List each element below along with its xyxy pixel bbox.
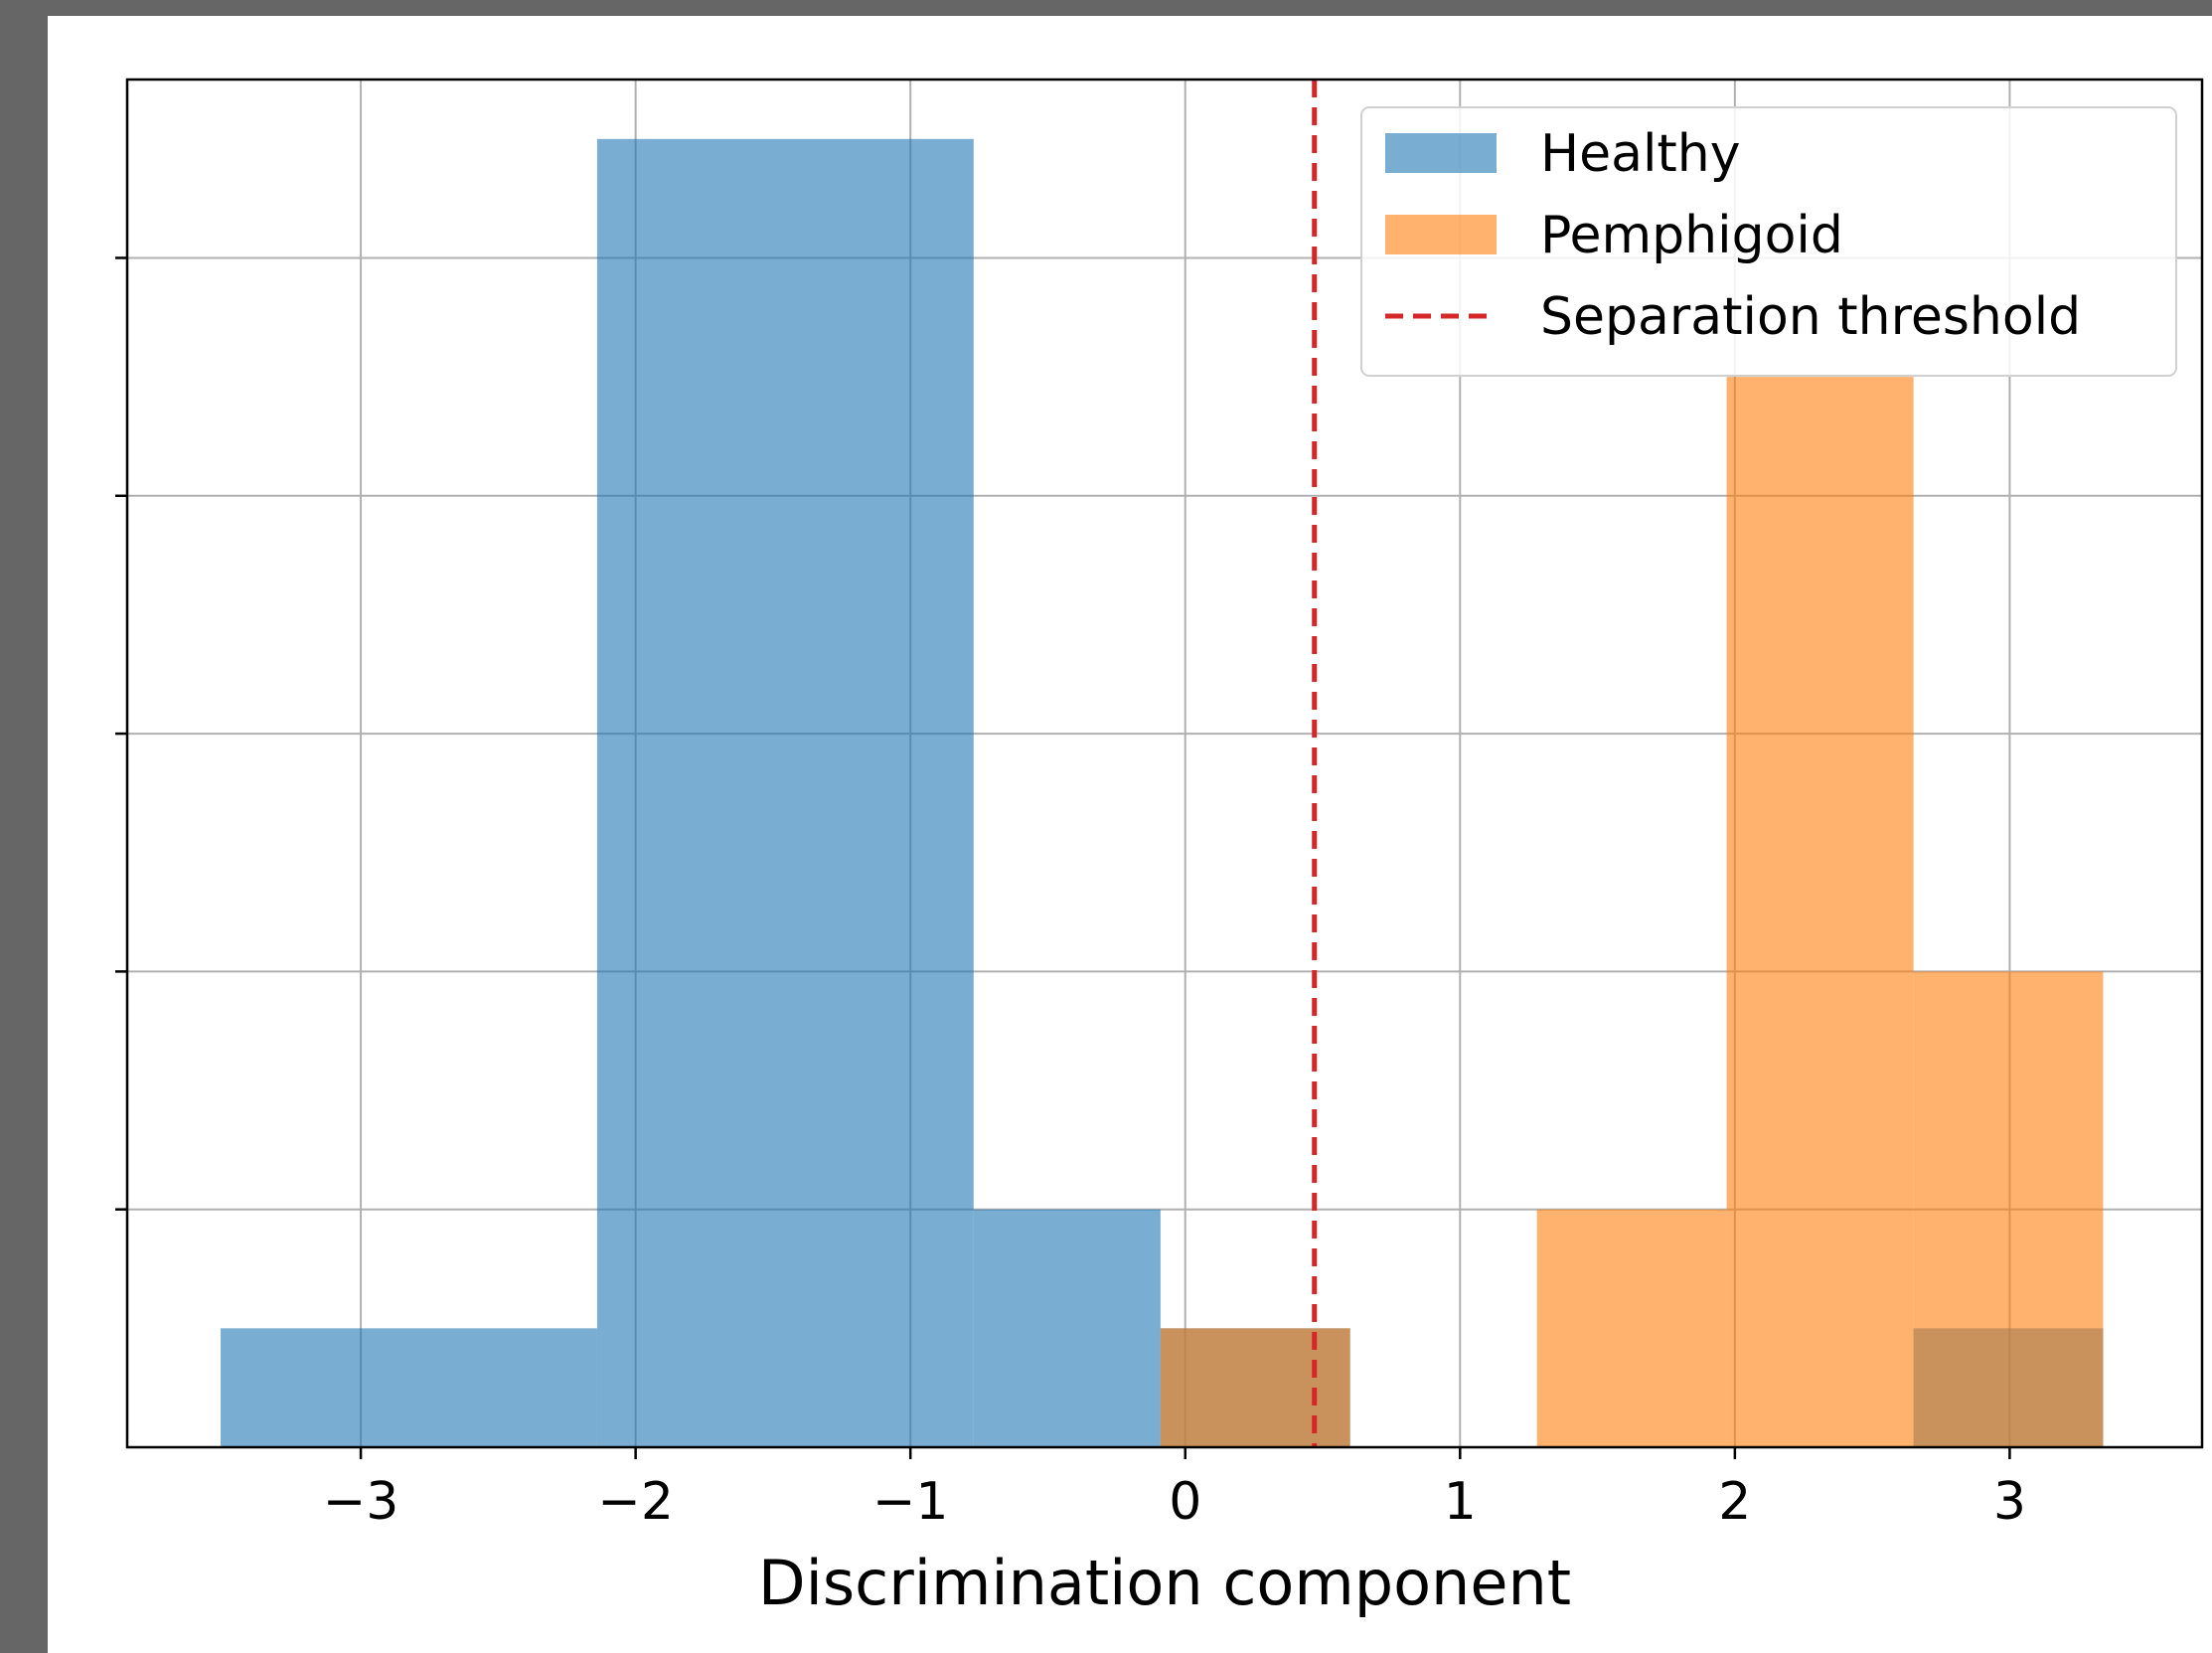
axes (125, 78, 2204, 1449)
histogram-bars (221, 138, 2104, 1448)
legend-swatch-pemphigoid (1385, 215, 1497, 254)
x-tick-label: −3 (323, 1472, 399, 1532)
healthy-bar (596, 138, 974, 1448)
histogram-chart: −3 −2 −1 0 1 2 3 Discrimination component Heal… (115, 78, 2204, 1619)
healthy-bar (973, 1209, 1161, 1447)
legend-label-healthy: Healthy (1540, 124, 1741, 184)
x-tick-label: 2 (1718, 1472, 1751, 1532)
legend-swatch-healthy (1385, 133, 1497, 173)
x-axis-label: Discrimination component (758, 1547, 1571, 1619)
x-ticks: −3 −2 −1 0 1 2 3 (323, 1447, 2026, 1532)
x-tick-label: 1 (1444, 1472, 1477, 1532)
x-tick-label: 0 (1169, 1472, 1201, 1532)
plot-frame (125, 78, 2204, 1449)
legend: Healthy Pemphigoid Separation threshold (1360, 106, 2177, 377)
pemphigoid-bar (1726, 377, 1914, 1448)
figure-canvas: −3 −2 −1 0 1 2 3 Discrimination component Heal… (48, 16, 2212, 1653)
healthy-bar (221, 1328, 597, 1447)
legend-label-separation-threshold: Separation threshold (1540, 287, 2081, 347)
pemphigoid-bar (1160, 1328, 1350, 1447)
legend-box (1360, 106, 2177, 377)
x-tick-label: −1 (872, 1472, 949, 1532)
pemphigoid-bar (1913, 971, 2104, 1447)
x-tick-label: −2 (597, 1472, 674, 1532)
y-ticks (115, 256, 127, 1211)
legend-label-pemphigoid: Pemphigoid (1540, 206, 1843, 265)
x-tick-label: 3 (1993, 1472, 2026, 1532)
pemphigoid-bar (1536, 1209, 1727, 1447)
